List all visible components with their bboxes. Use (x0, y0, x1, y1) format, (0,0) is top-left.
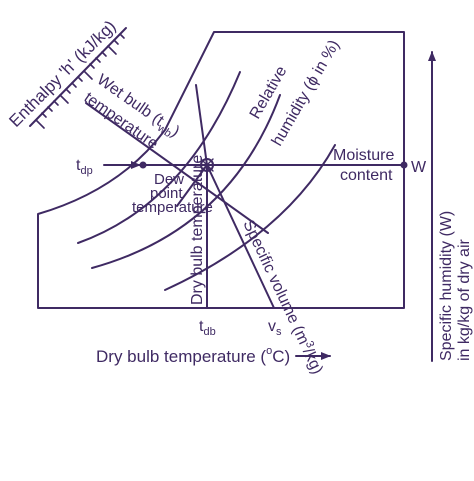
specific-humidity-label-line1: Specific humidity (W) (438, 211, 455, 361)
dew-point-label-pointer (176, 164, 208, 207)
relative-humidity-label-line2: humidity (ϕ in %) (269, 37, 343, 149)
enthalpy-ticks (35, 33, 125, 129)
dry-bulb-vertical-label: Dry bulb temperature (189, 155, 206, 305)
w-label: W (411, 159, 427, 176)
specific-humidity-label-line2: in kg/kg of dry air (456, 239, 473, 362)
specific-volume-line (206, 164, 275, 309)
rh-curve-3 (164, 144, 336, 291)
vs-label: vs (268, 318, 282, 338)
w-dot (400, 161, 408, 169)
chart-outline (37, 31, 405, 309)
tdb-label: tdb (199, 318, 216, 338)
moisture-label-line2: content (340, 167, 393, 184)
moisture-label-line1: Moisture (333, 147, 394, 164)
state-point (200, 158, 214, 172)
wet-bulb-line (85, 102, 269, 234)
tdp-dot (139, 161, 147, 169)
dew-point-pointer (195, 84, 208, 166)
dew-point-label-line3: temperature (132, 199, 213, 216)
rh-curve-1 (77, 71, 241, 244)
dew-point-label-line1: Dew (154, 171, 184, 188)
dew-point-label-line2: point (150, 185, 183, 202)
x-axis-label: Dry bulb temperature (oC) (96, 345, 290, 366)
tdp-label: tdp (76, 157, 93, 177)
